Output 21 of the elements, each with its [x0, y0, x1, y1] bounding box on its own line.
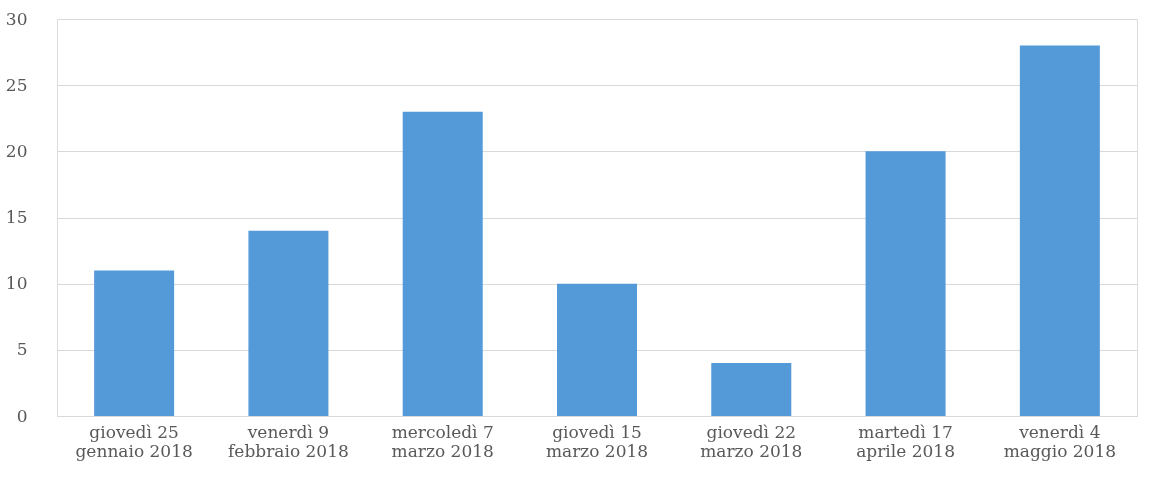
bar — [557, 283, 637, 416]
x-tick-label: giovedì 22 marzo 2018 — [700, 421, 803, 461]
bar — [248, 230, 329, 416]
y-tick-label: 5 — [16, 339, 28, 360]
y-tick-label: 10 — [5, 273, 28, 294]
y-tick-label: 0 — [16, 405, 28, 426]
y-tick-label: 20 — [5, 140, 28, 161]
bar — [94, 270, 175, 416]
bar — [711, 363, 792, 416]
bar — [865, 151, 946, 416]
y-tick-label: 30 — [5, 8, 28, 29]
x-tick-label: giovedì 15 marzo 2018 — [545, 421, 649, 461]
bar — [402, 111, 483, 416]
x-tick-label: venerdì 4 maggio 2018 — [1003, 421, 1117, 461]
bar — [1019, 45, 1100, 416]
x-tick-label: giovedì 25 gennaio 2018 — [75, 421, 193, 461]
x-tick-label: mercoledì 7 marzo 2018 — [391, 421, 494, 461]
x-tick-label: martedì 17 aprile 2018 — [856, 421, 955, 461]
x-tick-label: venerdì 9 febbraio 2018 — [228, 421, 349, 461]
y-tick-label: 25 — [5, 74, 28, 95]
y-tick-label: 15 — [5, 207, 28, 227]
